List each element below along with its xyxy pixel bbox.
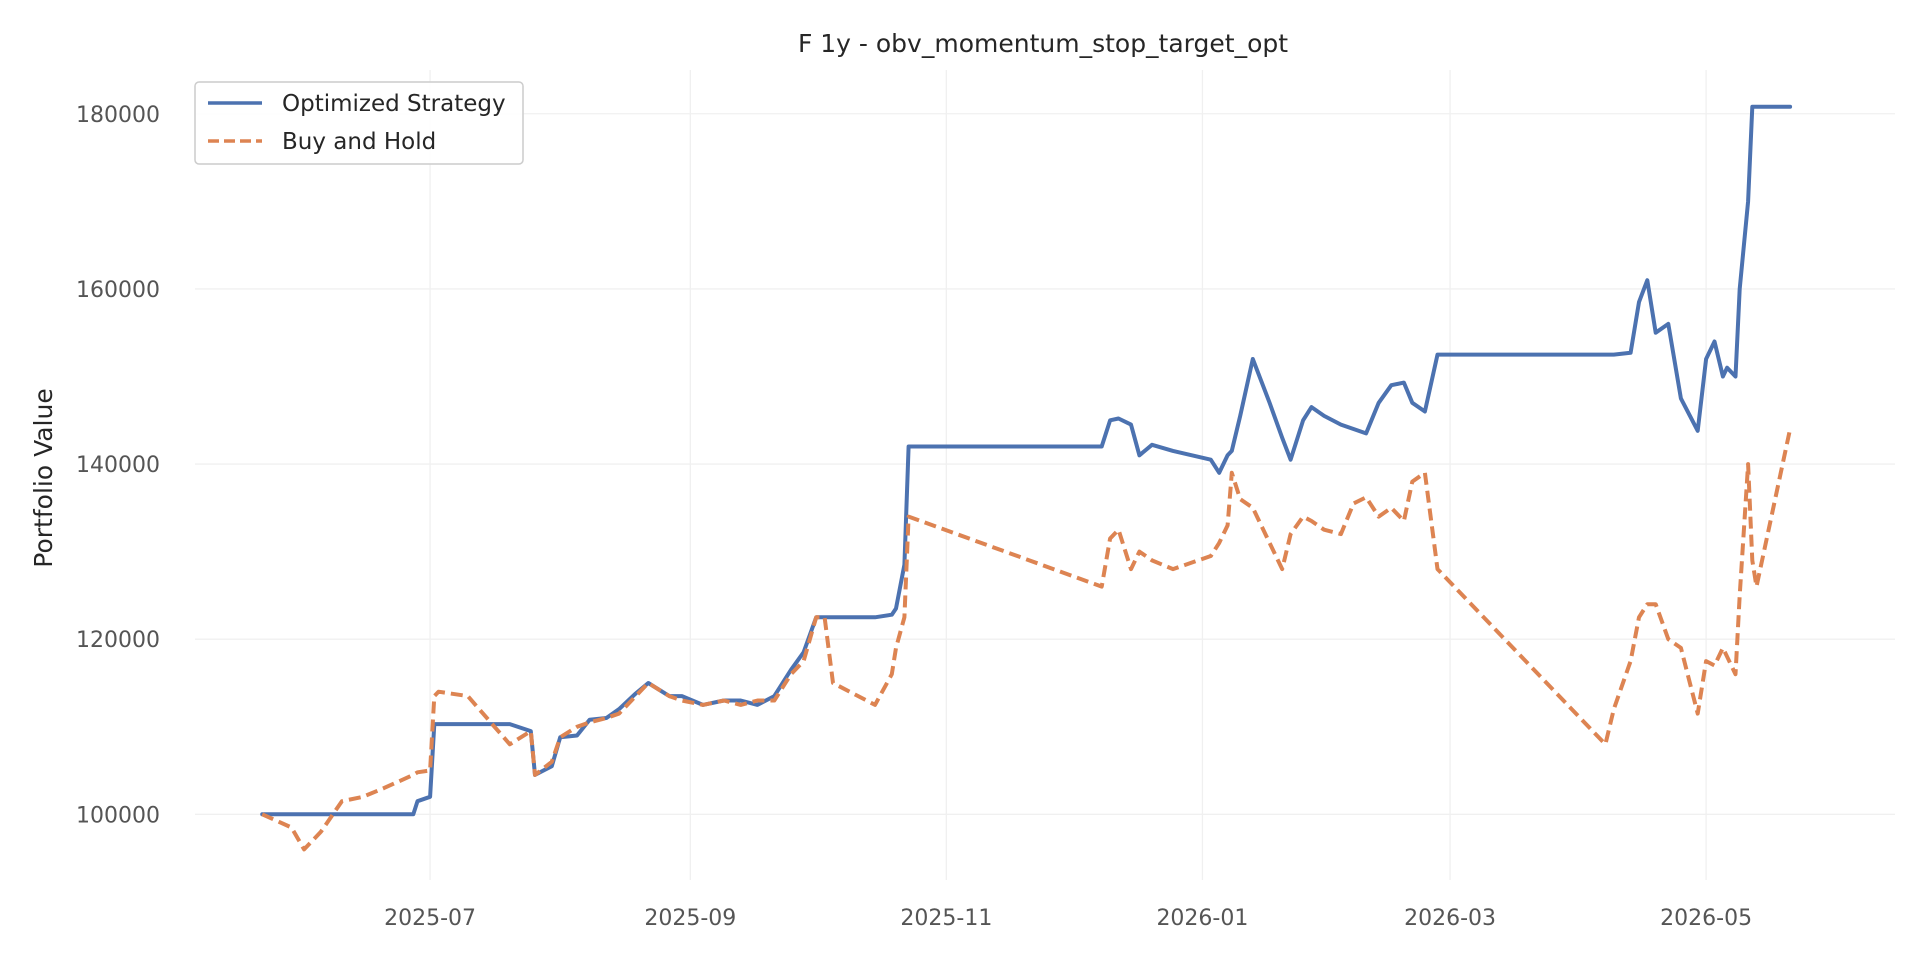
axis-ticks: 100000 120000 140000 160000 180000 2025-07 202… xyxy=(76,103,1752,931)
x-tick-label: 2026-05 xyxy=(1660,906,1752,931)
legend-box xyxy=(194,81,524,165)
y-tick-label: 100000 xyxy=(76,803,160,828)
legend-label-optimized-strategy: Optimized Strategy xyxy=(282,91,506,117)
y-axis-label: Portfolio Value xyxy=(29,388,58,567)
x-tick-label: 2026-03 xyxy=(1404,906,1496,931)
legend-label-buy-and-hold: Buy and Hold xyxy=(282,129,436,155)
x-tick-label: 2025-09 xyxy=(644,906,736,931)
y-tick-label: 140000 xyxy=(76,453,160,478)
y-tick-label: 180000 xyxy=(76,103,160,128)
grid xyxy=(195,70,1895,880)
series-line-buy-and-hold xyxy=(261,428,1793,852)
legend: Optimized Strategy Buy and Hold xyxy=(194,81,524,165)
x-tick-label: 2025-11 xyxy=(900,906,992,931)
series-lines xyxy=(260,104,1793,852)
series-line-optimized-strategy xyxy=(260,104,1793,817)
y-tick-label: 120000 xyxy=(76,628,160,653)
chart-title: F 1y - obv_momentum_stop_target_opt xyxy=(798,29,1288,58)
x-tick-label: 2025-07 xyxy=(384,906,476,931)
x-tick-label: 2026-01 xyxy=(1156,906,1248,931)
y-tick-label: 160000 xyxy=(76,278,160,303)
